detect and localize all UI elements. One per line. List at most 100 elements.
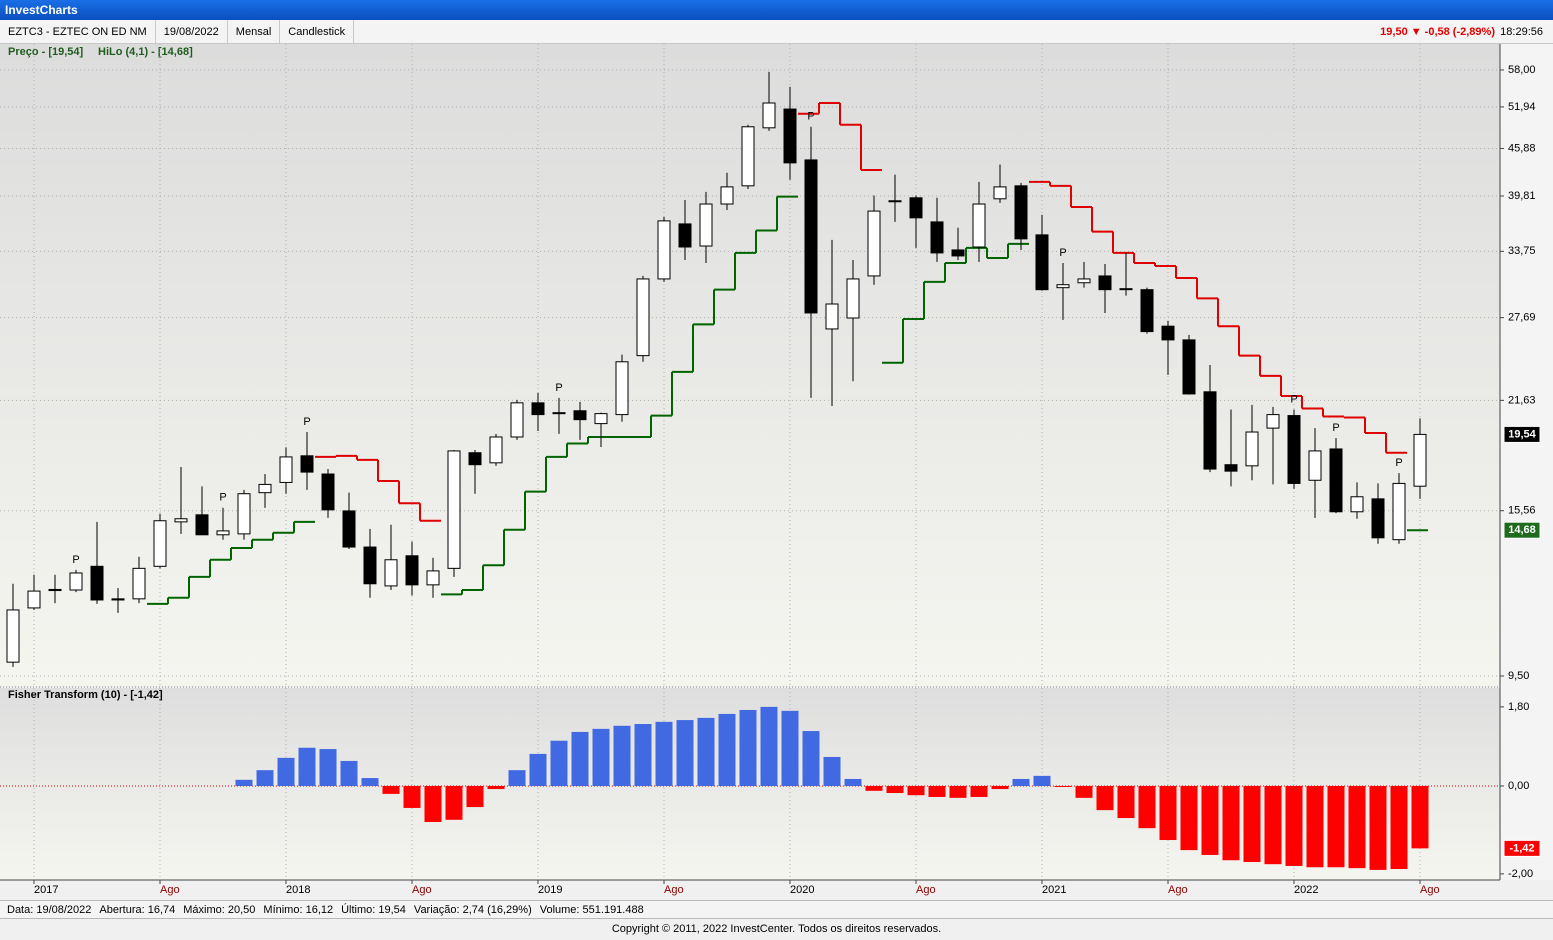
- bar: [697, 717, 715, 786]
- y-tick-label: 1,80: [1508, 701, 1529, 713]
- bar: [298, 747, 316, 786]
- candle-body: [1413, 433, 1427, 487]
- candle-body: [384, 559, 398, 587]
- candle-body: [468, 452, 482, 466]
- value-marker: [1503, 521, 1541, 539]
- y-tick-label: 21,63: [1508, 394, 1536, 406]
- x-tick-label: 2021: [1042, 884, 1066, 896]
- candle-body: [741, 126, 755, 187]
- annotation: P: [1290, 393, 1297, 405]
- candle-body: [783, 108, 797, 164]
- candle-body: [825, 303, 839, 330]
- hilo-legend: HiLo (4,1) - [14,68]: [98, 46, 193, 58]
- bar: [928, 785, 946, 797]
- candle-body: [615, 361, 629, 416]
- candle-body: [132, 567, 146, 600]
- bar: [550, 740, 568, 786]
- candle-body: [804, 159, 818, 314]
- candle-body: [1371, 498, 1385, 539]
- bar: [235, 779, 253, 786]
- x-tick-label: Ago: [160, 884, 180, 896]
- candle-body: [405, 555, 419, 586]
- status-item: Variação: 2,74 (16,29%): [413, 904, 532, 916]
- candle-body: [951, 249, 965, 257]
- bar: [1369, 785, 1387, 870]
- candle-body: [447, 450, 461, 569]
- date-selector[interactable]: 19/08/2022: [156, 19, 228, 44]
- bar: [277, 757, 295, 786]
- bar: [1327, 785, 1345, 868]
- bar: [1264, 785, 1282, 865]
- bar: [1096, 785, 1114, 811]
- y-tick-label: -2,00: [1508, 868, 1533, 880]
- candle-body: [342, 510, 356, 548]
- bar: [970, 785, 988, 797]
- bar: [508, 770, 526, 786]
- candle-body: [237, 493, 251, 535]
- annotation: P: [1059, 247, 1066, 259]
- bar: [1348, 785, 1366, 869]
- candle-body: [972, 203, 986, 248]
- chart: Preço - [19,54] HiLo (4,1) - [14,68] Fis…: [0, 44, 1553, 896]
- bar: [1411, 785, 1429, 849]
- candle-body: [363, 546, 377, 585]
- bar: [844, 778, 862, 786]
- candle-body: [1224, 464, 1238, 472]
- bar: [1306, 785, 1324, 868]
- candle-body: [1119, 288, 1133, 291]
- candle-body: [258, 483, 272, 494]
- bar: [760, 706, 778, 786]
- candle-body: [909, 197, 923, 219]
- bar: [529, 753, 547, 786]
- bar: [1117, 785, 1135, 819]
- toolbar: EZTC3 - EZTEC ON ED NM 19/08/2022 Mensal…: [0, 19, 1553, 44]
- period-selector[interactable]: Mensal: [228, 19, 281, 44]
- bar: [1243, 785, 1261, 862]
- bar: [676, 720, 694, 786]
- bar: [382, 785, 400, 794]
- bar: [613, 725, 631, 786]
- annotation: P: [807, 111, 814, 123]
- candle-body: [489, 436, 503, 464]
- symbol-selector[interactable]: EZTC3 - EZTEC ON ED NM: [0, 19, 156, 44]
- annotation: P: [219, 492, 226, 504]
- status-item: Máximo: 20,50: [183, 904, 256, 916]
- bar: [907, 785, 925, 796]
- bar: [1012, 778, 1030, 786]
- candle-body: [1161, 325, 1175, 341]
- bar: [1390, 785, 1408, 870]
- candle-body: [993, 186, 1007, 200]
- candle-body: [1245, 431, 1259, 467]
- x-tick-label: 2022: [1294, 884, 1318, 896]
- candle-body: [279, 456, 293, 483]
- bar: [655, 721, 673, 786]
- bar: [571, 731, 589, 786]
- candle-body: [1182, 339, 1196, 395]
- candle-body: [90, 565, 104, 601]
- status-bar: Data: 19/08/2022 Abertura: 16,74 Máximo: 2…: [0, 900, 1553, 919]
- status-item: Mínimo: 16,12: [263, 904, 334, 916]
- bar: [886, 785, 904, 794]
- status-item: Abertura: 16,74: [99, 904, 176, 916]
- candle-body: [636, 278, 650, 357]
- window-title: InvestCharts: [5, 3, 78, 17]
- annotation: P: [303, 416, 310, 428]
- value-marker: [1503, 839, 1541, 857]
- bar: [592, 728, 610, 786]
- x-tick-label: 2019: [538, 884, 562, 896]
- candle-body: [762, 102, 776, 129]
- candle-body: [153, 520, 167, 567]
- y-tick-label: 45,88: [1508, 142, 1536, 154]
- candle-body: [1140, 289, 1154, 333]
- candle-body: [48, 588, 62, 592]
- bar: [487, 785, 505, 790]
- bar: [739, 709, 757, 786]
- bar: [1201, 785, 1219, 855]
- y-tick-label: 15,56: [1508, 505, 1536, 517]
- candle-body: [6, 609, 20, 663]
- bar: [991, 785, 1009, 790]
- style-selector[interactable]: Candlestick: [280, 19, 355, 44]
- candle-body: [1077, 278, 1091, 284]
- annotation: P: [1395, 457, 1402, 469]
- y-tick-label: 51,94: [1508, 101, 1536, 113]
